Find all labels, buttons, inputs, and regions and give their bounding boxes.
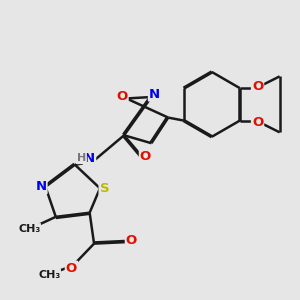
Text: O: O (66, 262, 77, 275)
Text: CH₃: CH₃ (38, 269, 60, 280)
Text: O: O (126, 234, 137, 247)
Text: O: O (140, 150, 151, 163)
Text: O: O (116, 91, 128, 103)
Text: H: H (77, 153, 86, 163)
Text: N: N (149, 88, 160, 100)
Text: S: S (100, 182, 109, 195)
Text: O: O (252, 80, 263, 93)
Text: CH₃: CH₃ (18, 224, 40, 234)
Text: O: O (252, 116, 263, 128)
Text: N: N (35, 180, 46, 193)
Text: N: N (84, 152, 95, 165)
